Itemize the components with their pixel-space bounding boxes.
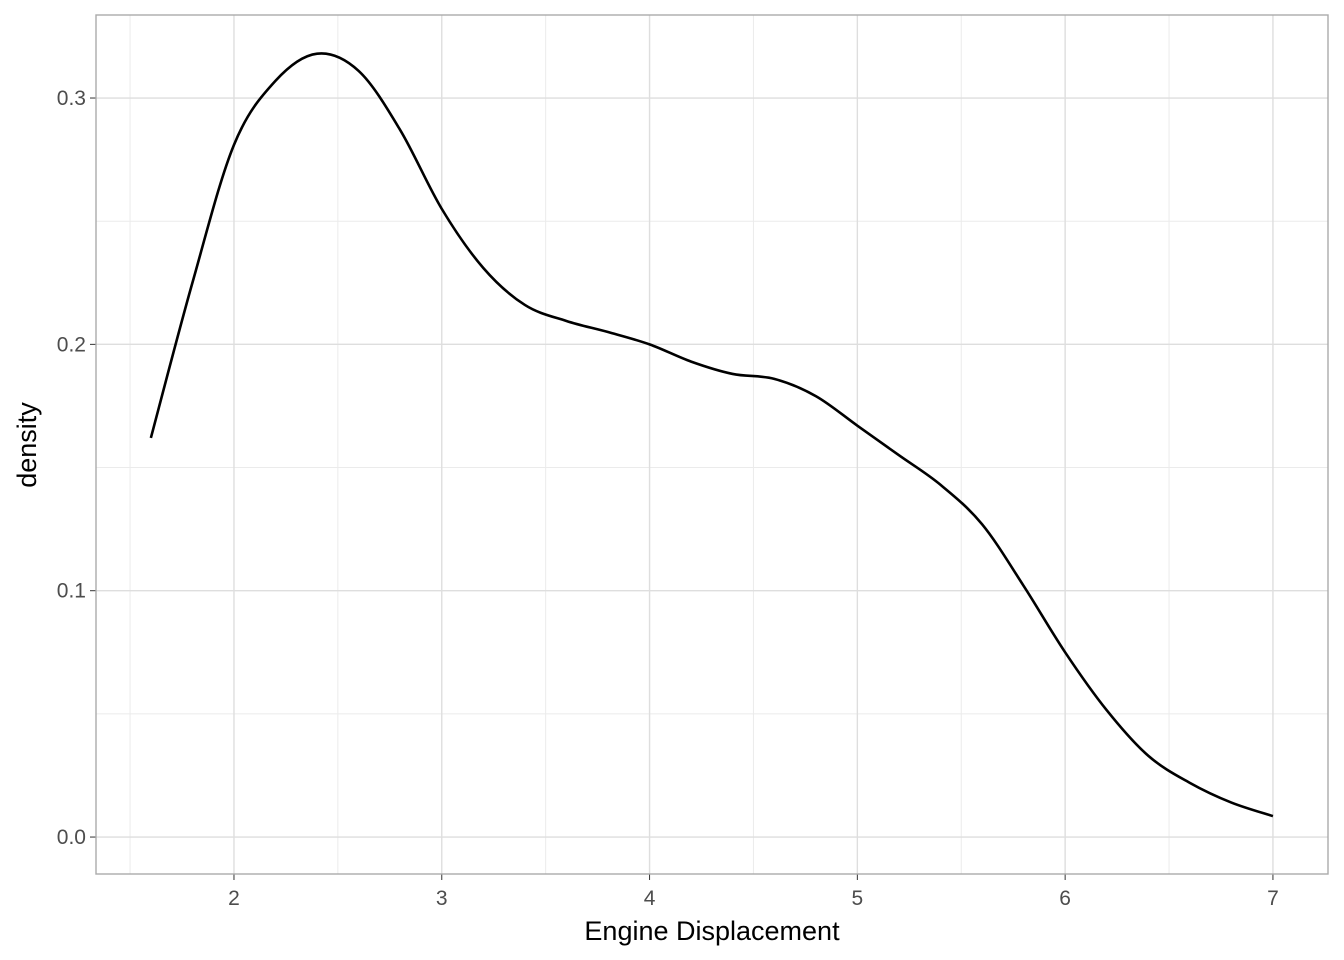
panel-border: [95, 14, 1329, 875]
density-line: [149, 52, 1274, 818]
y-tick-label: 0.1: [57, 580, 86, 603]
x-tick-label: 6: [1059, 887, 1071, 910]
x-tick-label: 3: [436, 887, 448, 910]
x-tick-label: 7: [1267, 887, 1279, 910]
y-tick-label: 0.0: [57, 826, 86, 849]
x-tick-label: 5: [852, 887, 864, 910]
x-tick-label: 2: [228, 887, 240, 910]
x-tick-label: 4: [644, 887, 656, 910]
y-tick-label: 0.2: [57, 333, 86, 356]
y-axis-title: density: [12, 402, 42, 488]
x-axis-title: Engine Displacement: [584, 916, 840, 946]
y-tick-label: 0.3: [57, 87, 86, 110]
